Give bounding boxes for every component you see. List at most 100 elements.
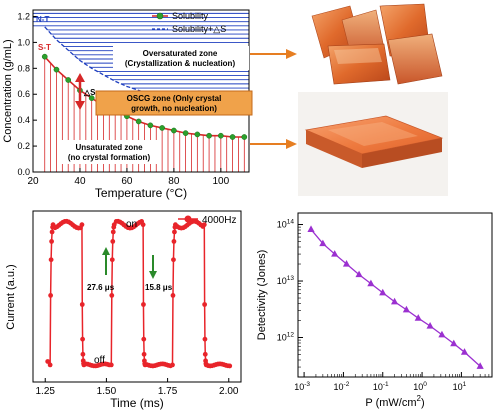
oscg-subtitle: growth, no nucleation) [131,104,217,113]
x-axis-label: Time (ms) [110,396,164,410]
plot-frame [32,210,242,383]
current-point [141,351,147,357]
x-tick-base: 10 [294,382,304,392]
current-point [109,292,115,298]
solubility-point [217,132,224,139]
y-tick-label: 1014 [277,219,295,230]
on-label: on [126,219,137,230]
solubility-point [159,125,165,131]
nt-label: N-T [36,15,49,24]
y-tick-label: 1.0 [17,37,30,47]
current-point [79,302,85,307]
detectivity-chart: 10-3 10-2 10-1 100 101 1014 1013 1012 P (mW/cm2… [252,205,500,411]
arrow-to-wafer [250,139,297,149]
detectivity-point [331,250,339,257]
detectivity-point [414,314,422,321]
solubility-point [135,118,142,125]
solubility-chart: 20 40 60 80 100 0.0 0.2 0.4 0.6 0.8 1.0 1.2 Tempera… [0,0,262,200]
current-point [202,302,208,307]
x-tick-exp: -1 [383,381,389,388]
arrow-to-chunks [250,49,297,59]
x-tick-label: 80 [168,176,180,187]
unsaturated-subtitle: (no crystal formation) [68,153,151,162]
current-point [110,238,116,244]
y-tick-label: 0.0 [17,167,30,177]
detectivity-point [319,239,327,247]
solubility-point [65,77,72,83]
solubility-point [182,130,189,136]
current-chart: 1.25 1.50 1.75 2.00 Time (ms) Current (a.u.… [0,205,250,411]
detectivity-point [460,348,469,355]
oversaturated-box [113,46,249,70]
crystal-wafer-photo [298,92,448,196]
tick-labels: 1.25 1.50 1.75 2.00 [36,386,239,397]
solubility-point [171,127,177,134]
fall-arrow-head [149,271,157,279]
y-tick-base: 10 [277,220,287,230]
legend-solubility-marker [156,12,164,20]
x-tick-base: 10 [453,382,463,392]
current-point [141,336,147,342]
solubility-point [147,122,154,129]
y-tick-base: 10 [277,276,287,286]
y-tick-label: 0.4 [17,115,30,125]
x-axis-label-end: ) [421,397,425,409]
y-tick-base: 10 [277,333,287,343]
x-tick-exp: 0 [423,381,427,388]
y-axis-label: Current (a.u.) [5,264,17,329]
x-tick-exp: -2 [344,381,350,388]
delta-s-arrow-head-down [75,101,85,110]
detectivity-point [367,279,375,287]
st-label: S-T [38,43,51,52]
rise-time-label: 27.6 μs [87,283,115,292]
unsaturated-box [58,140,160,164]
series-detectivity [307,225,484,369]
current-point [49,238,54,244]
solubility-chart-svg: 20 40 60 80 100 0.0 0.2 0.4 0.6 0.8 1.0 1.2 Tempera… [2,9,253,200]
x-tick-label: 1.25 [36,386,56,397]
delta-s-arrow-head-up [75,73,85,82]
x-axis-label: P (mW/cm2) [365,394,424,409]
current-point [170,362,175,368]
current-point [201,222,207,228]
solubility-point [241,134,248,140]
y-tick-exp: 12 [287,332,295,339]
x-tick-label: 1.50 [97,386,117,397]
current-point [48,257,54,263]
delta-s-label: △S [83,88,96,97]
series-4000hz [45,218,233,369]
solubility-point [41,53,48,60]
legend-delta-label: Solubility+△S [172,24,226,34]
x-tick-label: 100 [413,381,427,392]
x-tick-exp: 1 [463,381,467,388]
current-point [202,336,208,342]
x-axis-label-main: P (mW/cm [365,397,416,409]
current-point [227,363,233,369]
oscg-box [95,90,253,116]
rise-arrow-head [102,247,110,255]
detectivity-point [390,297,399,305]
tick-labels: 20 40 60 80 100 0.0 0.2 0.4 0.6 0.8 1.0 1.2 [17,11,229,187]
current-point [171,257,176,263]
legend-solubility-label: Solubility [172,11,209,21]
x-tick-label: 10-1 [373,381,389,392]
solubility-point [53,66,60,73]
legend-4000hz-marker [184,215,192,223]
y-tick-label: 1013 [277,275,295,286]
current-point [45,359,51,364]
current-point [172,229,177,235]
solubility-point [206,132,212,139]
current-chart-svg: 1.25 1.50 1.75 2.00 Time (ms) Current (a.u.… [5,210,242,410]
solubility-point [194,131,201,138]
detectivity-point [307,225,315,232]
detectivity-point [402,305,411,313]
x-tick-label: 10-2 [334,381,350,392]
current-point [171,238,177,244]
current-point [170,292,176,298]
x-tick-label: 40 [74,176,86,187]
solubility-point [88,95,95,101]
y-axis-label: Detectivity (Jones) [256,250,268,340]
x-axis-label-sup: 2 [417,394,422,403]
